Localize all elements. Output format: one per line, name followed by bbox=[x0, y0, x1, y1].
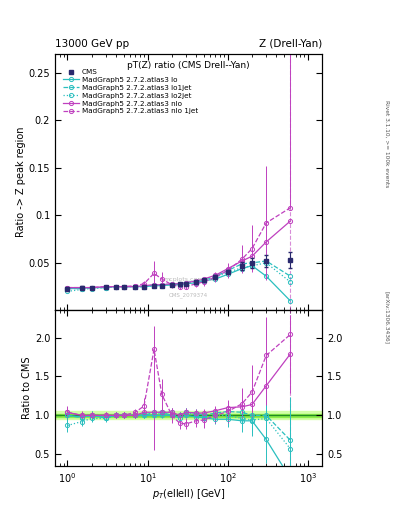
X-axis label: $p_T$(ellell) [GeV]: $p_T$(ellell) [GeV] bbox=[152, 487, 225, 501]
Legend: CMS, MadGraph5 2.7.2.atlas3 lo, MadGraph5 2.7.2.atlas3 lo1jet, MadGraph5 2.7.2.a: CMS, MadGraph5 2.7.2.atlas3 lo, MadGraph… bbox=[61, 68, 199, 116]
Text: Rivet 3.1.10, >= 100k events: Rivet 3.1.10, >= 100k events bbox=[385, 100, 389, 187]
Text: CMS_2079374: CMS_2079374 bbox=[169, 292, 208, 298]
Text: pT(Z) ratio (CMS Drell--Yan): pT(Z) ratio (CMS Drell--Yan) bbox=[127, 61, 250, 71]
Text: mcplots.cern.ch: mcplots.cern.ch bbox=[163, 277, 214, 282]
Bar bbox=[55, 414, 322, 417]
Text: [arXiv:1306.3436]: [arXiv:1306.3436] bbox=[385, 291, 389, 344]
Text: Z (Drell-Yan): Z (Drell-Yan) bbox=[259, 38, 322, 49]
Text: 13000 GeV pp: 13000 GeV pp bbox=[55, 38, 129, 49]
Y-axis label: Ratio to CMS: Ratio to CMS bbox=[22, 357, 32, 419]
Y-axis label: Ratio -> Z peak region: Ratio -> Z peak region bbox=[16, 127, 26, 238]
Bar bbox=[55, 412, 322, 419]
